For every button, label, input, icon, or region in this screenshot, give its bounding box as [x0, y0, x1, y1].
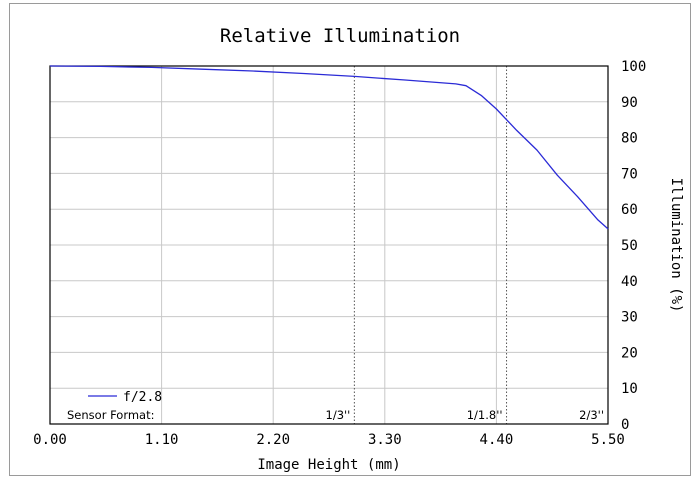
legend: f/2.8 [88, 390, 162, 405]
grid [50, 66, 608, 424]
plot-area [49, 65, 609, 425]
x-axis-label: Image Height (mm) [257, 457, 400, 473]
sensor-format-marker-label: 1/1.8'' [467, 408, 503, 422]
x-tick-label: 1.10 [145, 432, 179, 448]
y-tick-label: 20 [621, 345, 638, 361]
sensor-format-marker-label: 2/3'' [579, 408, 604, 422]
x-tick-label: 2.20 [256, 432, 290, 448]
y-axis-label: Illumination (%) [668, 178, 684, 313]
series-line [49, 65, 609, 230]
series [49, 65, 609, 230]
y-tick-label: 60 [621, 202, 638, 218]
x-tick-label: 4.40 [480, 432, 514, 448]
x-tick-labels: 0.00 1.10 2.20 3.30 4.40 5.50 [33, 432, 625, 448]
sensor-format-markers: 1/3'' 1/1.8'' 2/3'' [326, 66, 604, 424]
chart-frame [9, 3, 691, 476]
y-tick-label: 90 [621, 95, 638, 111]
sensor-format-marker-label: 1/3'' [326, 408, 351, 422]
chart-title: Relative Illumination [220, 25, 460, 47]
y-tick-labels: 0 10 20 30 40 50 60 70 80 90 100 [621, 59, 646, 433]
legend-label: f/2.8 [123, 390, 162, 405]
y-tick-label: 0 [621, 417, 629, 433]
y-tick-label: 10 [621, 381, 638, 397]
y-tick-label: 50 [621, 238, 638, 254]
y-tick-label: 100 [621, 59, 646, 75]
x-tick-label: 0.00 [33, 432, 67, 448]
y-tick-label: 40 [621, 274, 638, 290]
y-tick-label: 30 [621, 310, 638, 326]
x-tick-label: 3.30 [368, 432, 402, 448]
y-tick-label: 70 [621, 166, 638, 182]
y-tick-label: 80 [621, 131, 638, 147]
sensor-format-label: Sensor Format: [67, 408, 154, 422]
x-tick-label: 5.50 [591, 432, 625, 448]
